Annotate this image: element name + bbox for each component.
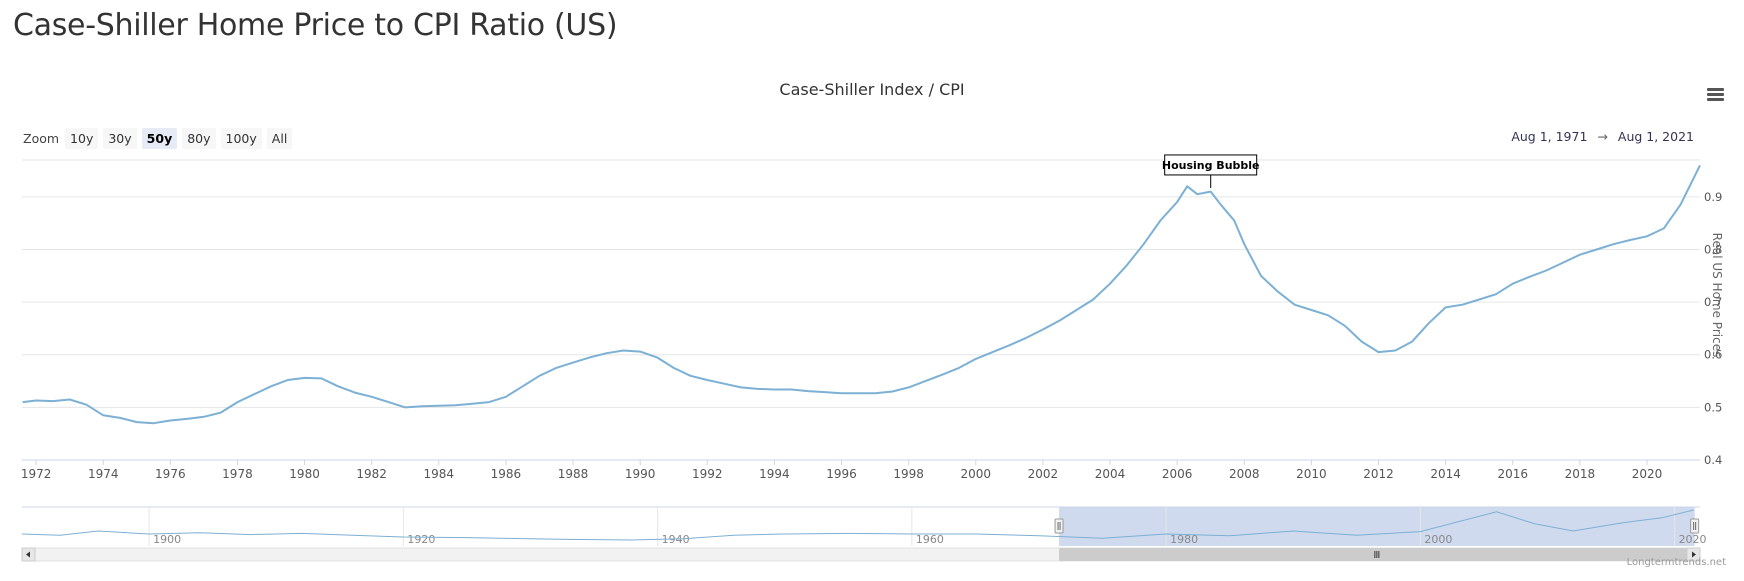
y-tick-label: 0.9 [1704, 190, 1722, 204]
x-tick-label: 2004 [1095, 467, 1126, 481]
chart-title: Case-Shiller Index / CPI [779, 80, 965, 99]
navigator-tick-label: 1960 [916, 533, 944, 546]
navigator-tick-label: 1940 [662, 533, 690, 546]
zoom-button-100y[interactable]: 100y [220, 128, 262, 149]
navigator-series-line [21, 509, 1694, 541]
x-tick-label: 2010 [1296, 467, 1327, 481]
date-range-display: Aug 1, 1971 → Aug 1, 2021 [1511, 129, 1694, 144]
hamburger-menu-icon[interactable] [1707, 88, 1724, 102]
x-tick-label: 1982 [356, 467, 387, 481]
navigator-tick-label: 1980 [1170, 533, 1198, 546]
x-tick-label: 2012 [1363, 467, 1394, 481]
navigator-handle-left[interactable] [1054, 518, 1064, 534]
x-tick-label: 1972 [21, 467, 52, 481]
x-tick-label: 1998 [893, 467, 924, 481]
arrow-left-icon [26, 551, 30, 558]
series-line-home-price-cpi-ratio [22, 164, 1701, 425]
y-tick-label: 0.6 [1704, 348, 1722, 362]
x-tick-label: 1988 [558, 467, 589, 481]
x-tick-label: 1996 [826, 467, 857, 481]
annotation-box [1164, 154, 1258, 176]
zoom-button-80y[interactable]: 80y [182, 128, 216, 149]
zoom-label: Zoom [23, 131, 60, 146]
x-tick-label: 2002 [1028, 467, 1059, 481]
x-tick-label: 1978 [222, 467, 253, 481]
navigator-tick-label: 1920 [407, 533, 435, 546]
navigator-tick-label: 2020 [1679, 533, 1707, 546]
range-to-input[interactable]: Aug 1, 2021 [1617, 129, 1694, 144]
zoom-button-50y[interactable]: 50y [141, 128, 178, 149]
navigator-tick-label: 2000 [1424, 533, 1452, 546]
zoom-button-all[interactable]: All [266, 128, 293, 149]
y-tick-label: 0.7 [1704, 295, 1722, 309]
navigator-tick-label: 1900 [153, 533, 181, 546]
credits-link[interactable]: Longtermtrends.net [1626, 557, 1726, 568]
x-tick-label: 2018 [1565, 467, 1596, 481]
navigator-selected-range [1059, 507, 1695, 546]
range-selector: Zoom 10y 30y 50y 80y 100y All [23, 128, 297, 149]
y-axis-title: Real US Home Prices [1710, 233, 1724, 358]
x-tick-label: 1986 [491, 467, 522, 481]
y-tick-label: 0.4 [1704, 453, 1722, 467]
range-arrow: → [1597, 129, 1608, 144]
x-tick-label: 1992 [692, 467, 723, 481]
x-tick-label: 1980 [289, 467, 320, 481]
annotation-label: Housing Bubble [1162, 159, 1260, 172]
x-tick-label: 1994 [759, 467, 790, 481]
zoom-button-30y[interactable]: 30y [103, 128, 137, 149]
x-tick-label: 2020 [1632, 467, 1663, 481]
page-title: Case-Shiller Home Price to CPI Ratio (US… [13, 8, 618, 43]
x-tick-label: 1990 [625, 467, 656, 481]
zoom-button-10y[interactable]: 10y [65, 128, 99, 149]
y-tick-label: 0.8 [1704, 242, 1722, 256]
y-tick-label: 0.5 [1704, 400, 1722, 414]
navigator-handle-right[interactable] [1690, 518, 1700, 534]
x-tick-label: 2000 [961, 467, 992, 481]
x-tick-label: 2008 [1229, 467, 1260, 481]
x-tick-label: 2006 [1162, 467, 1193, 481]
x-tick-label: 2014 [1430, 467, 1461, 481]
x-tick-label: 2016 [1497, 467, 1528, 481]
range-from-input[interactable]: Aug 1, 1971 [1511, 129, 1588, 144]
x-tick-label: 1976 [155, 467, 186, 481]
arrow-right-icon [1692, 551, 1696, 558]
x-tick-label: 1974 [88, 467, 119, 481]
x-tick-label: 1984 [424, 467, 455, 481]
